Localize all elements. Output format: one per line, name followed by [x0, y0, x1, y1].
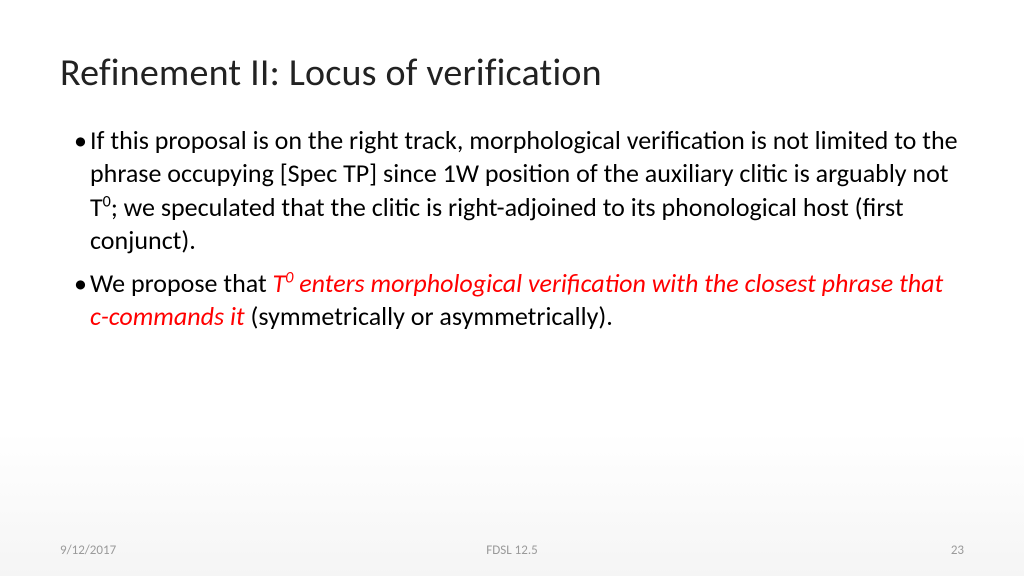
slide-footer: 9/12/2017 FDSL 12.5 23	[0, 543, 1024, 558]
slide: Refinement II: Locus of verification If …	[0, 0, 1024, 576]
bullet2-post: (symmetrically or asymmetrically).	[245, 300, 613, 332]
slide-title: Refinement II: Locus of verification	[60, 50, 964, 96]
slide-content: If this proposal is on the right track, …	[60, 124, 964, 334]
bullet-item: If this proposal is on the right track, …	[74, 124, 964, 257]
bullet2-pre: We propose that	[90, 267, 273, 299]
bullet1-sup: 0	[103, 192, 111, 211]
bullet2-em-t: T	[273, 267, 286, 299]
footer-date: 9/12/2017	[60, 543, 116, 558]
bullet-item: We propose that T0 enters morphological …	[74, 267, 964, 334]
bullet1-post: ; we speculated that the clitic is right…	[90, 191, 904, 256]
footer-center: FDSL 12.5	[486, 543, 537, 558]
footer-page-number: 23	[951, 543, 964, 558]
